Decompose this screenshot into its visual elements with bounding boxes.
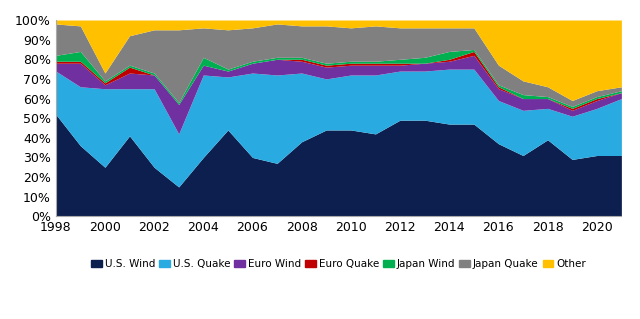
- Legend: U.S. Wind, U.S. Quake, Euro Wind, Euro Quake, Japan Wind, Japan Quake, Other: U.S. Wind, U.S. Quake, Euro Wind, Euro Q…: [87, 255, 590, 273]
